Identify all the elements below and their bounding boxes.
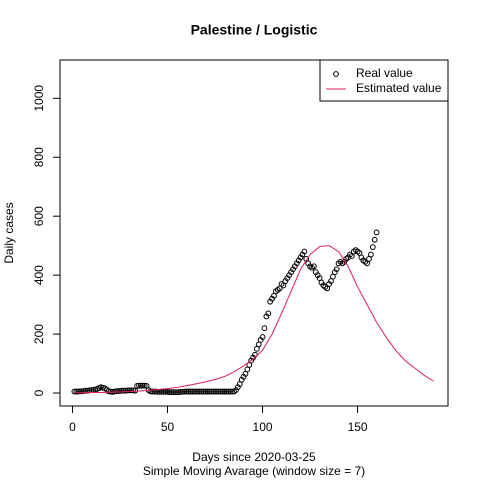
data-point bbox=[212, 388, 218, 395]
data-point bbox=[191, 388, 198, 395]
data-point bbox=[202, 388, 209, 395]
data-point bbox=[120, 387, 127, 394]
data-point bbox=[215, 388, 222, 395]
data-point bbox=[221, 388, 228, 395]
data-point bbox=[168, 389, 175, 396]
data-point bbox=[225, 388, 232, 395]
data-point bbox=[136, 382, 142, 389]
data-point bbox=[126, 387, 133, 394]
x-tick-label: 100 bbox=[253, 420, 273, 434]
data-point bbox=[219, 388, 226, 395]
data-point bbox=[137, 382, 144, 389]
data-point bbox=[333, 266, 340, 273]
data-point bbox=[170, 389, 177, 396]
subtitle: Simple Moving Avarage (window size = 7) bbox=[143, 464, 365, 478]
data-point bbox=[206, 388, 213, 395]
data-point bbox=[189, 388, 196, 395]
x-tick-label: 150 bbox=[348, 420, 368, 434]
data-point bbox=[77, 388, 83, 395]
data-point bbox=[73, 388, 80, 395]
data-point bbox=[373, 229, 380, 236]
data-point bbox=[369, 244, 376, 251]
data-point bbox=[149, 388, 156, 395]
data-point bbox=[185, 388, 192, 395]
data-point bbox=[259, 334, 266, 340]
legend-label: Real value bbox=[356, 66, 413, 80]
data-point bbox=[195, 388, 201, 395]
data-point bbox=[174, 389, 180, 396]
data-point bbox=[181, 388, 188, 395]
data-point bbox=[71, 388, 78, 395]
data-point bbox=[301, 248, 308, 255]
data-point bbox=[371, 236, 378, 243]
y-tick-label: 600 bbox=[32, 206, 46, 226]
legend-swatch bbox=[333, 71, 339, 77]
data-point bbox=[196, 388, 203, 395]
y-tick-label: 800 bbox=[32, 147, 46, 167]
data-point bbox=[118, 387, 125, 394]
data-point bbox=[172, 389, 179, 396]
data-point bbox=[210, 388, 217, 395]
estimated-line bbox=[74, 245, 434, 394]
data-point bbox=[193, 388, 199, 395]
data-point bbox=[208, 388, 215, 395]
data-point bbox=[368, 251, 374, 258]
data-point bbox=[223, 388, 230, 395]
data-point bbox=[187, 388, 194, 395]
data-point bbox=[177, 388, 184, 395]
legend-label: Estimated value bbox=[356, 81, 442, 95]
data-point bbox=[200, 388, 207, 395]
x-tick-label: 0 bbox=[69, 420, 76, 434]
data-point bbox=[265, 310, 272, 317]
legend-box bbox=[319, 59, 449, 102]
data-point bbox=[214, 388, 220, 395]
data-point bbox=[162, 388, 169, 395]
y-axis-label: Daily cases bbox=[2, 202, 16, 263]
data-point bbox=[261, 325, 268, 332]
data-point bbox=[139, 382, 146, 389]
data-point bbox=[151, 388, 158, 395]
data-point bbox=[227, 388, 234, 395]
y-tick-label: 1000 bbox=[32, 85, 46, 112]
x-axis-label: Days since 2020-03-25 bbox=[192, 450, 316, 464]
data-point bbox=[310, 263, 317, 270]
chart-title: Palestine / Logistic bbox=[191, 22, 318, 38]
data-point bbox=[115, 388, 121, 394]
y-tick-label: 400 bbox=[32, 265, 46, 285]
data-point bbox=[124, 387, 131, 394]
y-tick-label: 200 bbox=[32, 324, 46, 344]
data-point bbox=[183, 388, 190, 395]
data-point bbox=[217, 388, 224, 395]
y-tick-label: 0 bbox=[32, 389, 46, 396]
data-point bbox=[204, 388, 211, 395]
data-point bbox=[166, 389, 173, 396]
data-point bbox=[198, 388, 205, 395]
data-point bbox=[128, 387, 135, 394]
x-tick-label: 50 bbox=[161, 420, 175, 434]
